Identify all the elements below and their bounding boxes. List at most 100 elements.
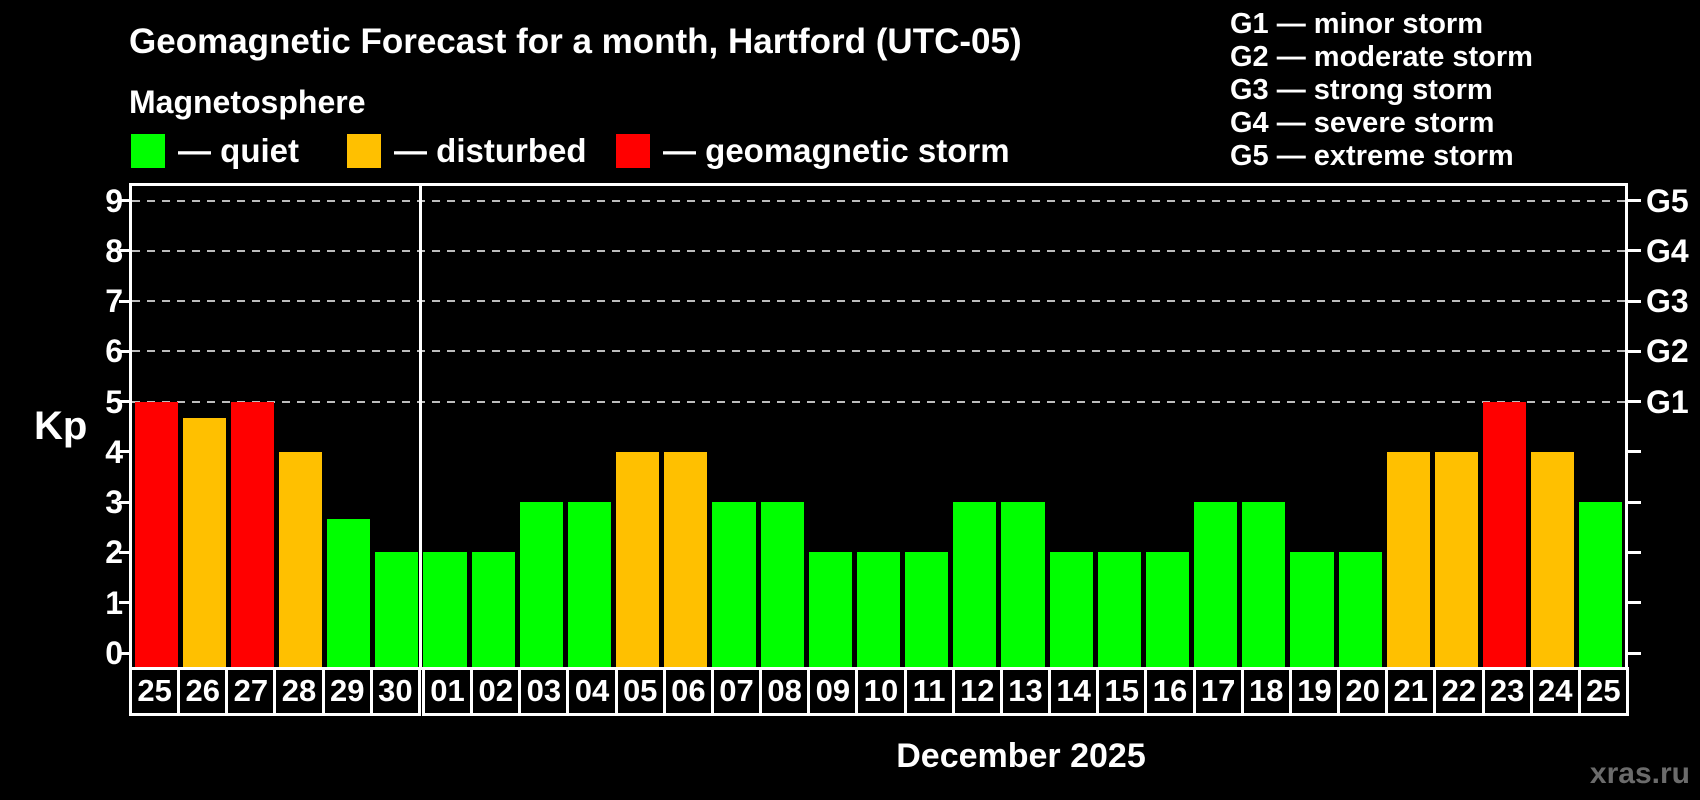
bar-day-09	[808, 552, 852, 667]
y-axis-title: Kp	[34, 404, 88, 448]
y-axis-tick-label-0: 0	[105, 635, 123, 671]
right-tick-kp0	[1628, 651, 1641, 655]
bar-day-10	[856, 552, 901, 667]
right-tick-kp7	[1628, 299, 1641, 303]
bar-day-30	[375, 552, 419, 667]
right-tick-kp8	[1628, 249, 1641, 253]
gridline-kp7	[132, 300, 1625, 303]
right-tick-kp1	[1628, 601, 1641, 605]
bar-day-29	[327, 518, 371, 667]
right-tick-kp5	[1628, 400, 1641, 404]
day-label-09: 09	[807, 667, 859, 716]
legend-label-quiet: — quiet	[178, 132, 299, 169]
left-tick-kp0	[119, 651, 132, 655]
y-axis-tick-label-4: 4	[105, 433, 123, 470]
watermark: xras.ru	[1589, 757, 1690, 790]
day-label-14: 14	[1048, 667, 1100, 716]
y-axis-tick-label-5: 5	[105, 383, 123, 420]
right-tick-kp6	[1628, 349, 1641, 353]
left-tick-kp9	[119, 199, 132, 203]
y-axis-tick-label-6: 6	[105, 333, 123, 370]
y-axis-tick-label-9: 9	[105, 182, 123, 219]
bar-day-28	[278, 451, 323, 667]
day-label-11: 11	[903, 667, 955, 716]
bar-day-27	[230, 401, 274, 667]
day-label-20: 20	[1337, 667, 1389, 716]
day-label-30-prev-month: 30	[369, 667, 421, 716]
left-tick-kp4	[119, 450, 132, 454]
bar-day-16	[1145, 552, 1190, 667]
bar-day-07	[712, 502, 756, 667]
day-label-27-prev-month: 27	[225, 667, 277, 716]
day-label-01: 01	[421, 667, 474, 716]
x-axis-title: December 2025	[896, 737, 1146, 775]
bar-day-04	[567, 502, 612, 667]
right-axis-label-g5: G5	[1646, 182, 1689, 219]
right-tick-kp4	[1628, 450, 1641, 454]
right-tick-kp3	[1628, 500, 1641, 504]
legend-item-quiet: — quiet	[131, 132, 299, 169]
bar-day-15	[1097, 552, 1141, 667]
bar-day-25	[1579, 502, 1623, 667]
g-scale-legend: G1 — minor storm G2 — moderate storm G3 …	[1230, 8, 1533, 173]
bar-day-17	[1194, 502, 1238, 667]
day-label-08: 08	[759, 667, 811, 716]
day-label-17: 17	[1192, 667, 1244, 716]
left-tick-kp3	[119, 500, 132, 504]
right-tick-kp9	[1628, 199, 1641, 203]
g-legend-line-g1: G1 — minor storm	[1230, 8, 1483, 40]
right-axis-label-g3: G3	[1646, 283, 1689, 320]
legend-label-storm: — geomagnetic storm	[663, 132, 1010, 169]
day-label-05: 05	[614, 667, 666, 716]
bar-day-19	[1290, 552, 1334, 667]
gridline-kp9	[132, 199, 1625, 202]
plot-area	[129, 183, 1628, 670]
bar-day-25	[134, 401, 178, 667]
day-label-22: 22	[1433, 667, 1485, 716]
right-axis-label-g4: G4	[1646, 232, 1689, 269]
bar-day-22	[1434, 451, 1478, 667]
y-axis-tick-label-7: 7	[105, 283, 123, 320]
day-label-06: 06	[662, 667, 714, 716]
bar-day-11	[905, 552, 949, 667]
bar-day-23	[1483, 401, 1527, 667]
day-label-25-prev-month: 25	[129, 667, 181, 716]
bar-day-01	[423, 552, 467, 667]
left-tick-kp8	[119, 249, 132, 253]
day-label-26-prev-month: 26	[177, 667, 229, 716]
quiet-color-swatch	[131, 134, 165, 168]
bar-day-24	[1531, 451, 1575, 667]
day-label-03: 03	[518, 667, 570, 716]
day-label-23: 23	[1481, 667, 1533, 716]
day-label-10: 10	[855, 667, 907, 716]
day-label-25: 25	[1577, 667, 1629, 716]
bar-day-13	[1001, 502, 1045, 667]
left-tick-kp2	[119, 550, 132, 554]
day-label-12: 12	[951, 667, 1003, 716]
right-axis-label-g2: G2	[1646, 333, 1689, 370]
day-label-07: 07	[710, 667, 763, 716]
legend-item-disturbed: — disturbed	[347, 132, 587, 169]
y-axis-tick-label-2: 2	[105, 534, 123, 571]
g-legend-line-g5: G5 — extreme storm	[1230, 140, 1514, 172]
day-label-13: 13	[999, 667, 1052, 716]
day-label-16: 16	[1144, 667, 1196, 716]
bar-day-20	[1338, 552, 1382, 667]
left-tick-kp1	[119, 601, 132, 605]
left-tick-kp5	[119, 400, 132, 404]
bar-day-05	[616, 451, 660, 667]
day-label-19: 19	[1288, 667, 1341, 716]
day-label-24: 24	[1529, 667, 1581, 716]
chart-subtitle: Magnetosphere	[129, 84, 366, 120]
g-legend-line-g2: G2 — moderate storm	[1230, 41, 1533, 73]
day-label-02: 02	[470, 667, 522, 716]
y-axis-tick-label-3: 3	[105, 484, 123, 521]
day-label-29-prev-month: 29	[321, 667, 373, 716]
bar-day-18	[1242, 502, 1286, 667]
gridline-kp8	[132, 249, 1625, 252]
legend-item-storm: — geomagnetic storm	[616, 132, 1010, 169]
day-label-28-prev-month: 28	[273, 667, 325, 716]
left-tick-kp7	[119, 299, 132, 303]
bar-day-08	[760, 502, 804, 667]
